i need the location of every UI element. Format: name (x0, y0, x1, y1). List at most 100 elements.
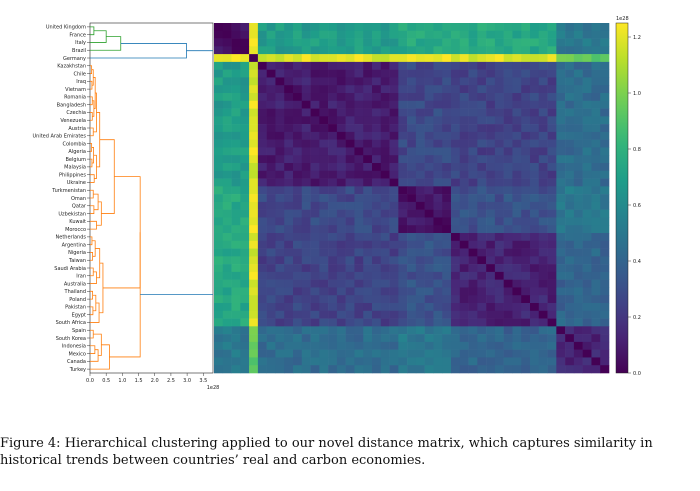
heatmap-cell (345, 38, 355, 47)
heatmap-cell (538, 139, 548, 148)
heatmap-cell (363, 194, 373, 203)
heatmap-cell (424, 69, 434, 78)
heatmap-cell (486, 209, 496, 218)
heatmap-cell (486, 61, 496, 70)
heatmap-cell (275, 209, 285, 218)
heatmap-cell (257, 163, 267, 172)
heatmap-cell (345, 217, 355, 226)
heatmap-cell (415, 326, 425, 335)
heatmap-cell (415, 131, 425, 140)
heatmap-cell (477, 365, 487, 374)
heatmap-cell (600, 139, 610, 148)
heatmap-cell (591, 303, 601, 312)
heatmap-cell (249, 264, 259, 273)
heatmap-cell (494, 248, 504, 257)
heatmap-cell (214, 287, 224, 296)
heatmap-cell (345, 233, 355, 242)
colorbar-tick-label: 1.2 (633, 35, 641, 41)
heatmap-cell (582, 318, 592, 327)
heatmap-cell (530, 163, 540, 172)
heatmap-cell (328, 256, 338, 265)
heatmap-cell (486, 271, 496, 280)
heatmap-cell (310, 93, 320, 102)
heatmap-cell (442, 310, 452, 319)
heatmap-cell (319, 170, 329, 179)
heatmap-cell (530, 194, 540, 203)
heatmap-cell (486, 155, 496, 164)
heatmap-cell (477, 256, 487, 265)
heatmap-cell (591, 100, 601, 109)
heatmap-cell (503, 248, 513, 257)
heatmap-cell (582, 357, 592, 366)
heatmap-cell (600, 108, 610, 117)
heatmap-cell (275, 186, 285, 195)
heatmap-cell (468, 93, 478, 102)
heatmap-cell (451, 163, 461, 172)
heatmap-cell (459, 77, 469, 86)
heatmap-cell (415, 201, 425, 210)
heatmap-cell (433, 233, 443, 242)
heatmap-cell (573, 93, 583, 102)
heatmap-cell (468, 349, 478, 358)
heatmap-cell (266, 365, 276, 374)
heatmap-cell (284, 131, 294, 140)
heatmap-cell (301, 310, 311, 319)
heatmap-cell (512, 178, 522, 187)
heatmap-cell (319, 93, 329, 102)
heatmap-cell (266, 248, 276, 257)
heatmap-cell (284, 116, 294, 125)
heatmap-cell (231, 264, 241, 273)
heatmap-cell (407, 349, 417, 358)
heatmap-cell (231, 93, 241, 102)
heatmap-cell (486, 139, 496, 148)
heatmap-cell (336, 240, 346, 249)
heatmap-cell (372, 334, 382, 343)
heatmap-cell (222, 264, 232, 273)
heatmap-cell (530, 209, 540, 218)
heatmap-cell (293, 209, 303, 218)
heatmap-cell (372, 155, 382, 164)
heatmap-cell (582, 194, 592, 203)
heatmap-cell (442, 30, 452, 39)
heatmap-cell (521, 155, 531, 164)
heatmap-cell (600, 147, 610, 156)
heatmap-cell (538, 170, 548, 179)
heatmap-cell (521, 194, 531, 203)
heatmap-cell (547, 46, 557, 55)
heatmap-cell (266, 225, 276, 234)
heatmap-cell (556, 124, 566, 133)
heatmap-cell (310, 38, 320, 47)
heatmap-cell (257, 225, 267, 234)
heatmap-cell (512, 326, 522, 335)
heatmap-cell (582, 38, 592, 47)
row-label: Poland (69, 297, 86, 303)
heatmap-cell (407, 256, 417, 265)
heatmap-cell (468, 256, 478, 265)
heatmap-cell (442, 326, 452, 335)
heatmap-cell (214, 326, 224, 335)
heatmap-cell (284, 357, 294, 366)
heatmap-cell (451, 225, 461, 234)
heatmap-cell (345, 139, 355, 148)
heatmap-cell (600, 225, 610, 234)
heatmap-cell (451, 256, 461, 265)
heatmap-cell (310, 209, 320, 218)
heatmap-cell (433, 334, 443, 343)
colorbar-tick-label: 0.6 (633, 203, 641, 209)
heatmap-cell (231, 217, 241, 226)
heatmap-cell (415, 240, 425, 249)
heatmap-cell (284, 287, 294, 296)
heatmap-cell (345, 271, 355, 280)
heatmap-cell (538, 77, 548, 86)
heatmap-cell (486, 279, 496, 288)
heatmap-cell (486, 264, 496, 273)
heatmap-cell (354, 194, 364, 203)
heatmap-cell (284, 279, 294, 288)
heatmap-cell (301, 295, 311, 304)
heatmap-cell (284, 310, 294, 319)
heatmap-cell (521, 349, 531, 358)
heatmap-cell (494, 23, 504, 32)
row-label: Indonesia (62, 344, 86, 350)
heatmap-cell (214, 155, 224, 164)
heatmap-cell (345, 295, 355, 304)
